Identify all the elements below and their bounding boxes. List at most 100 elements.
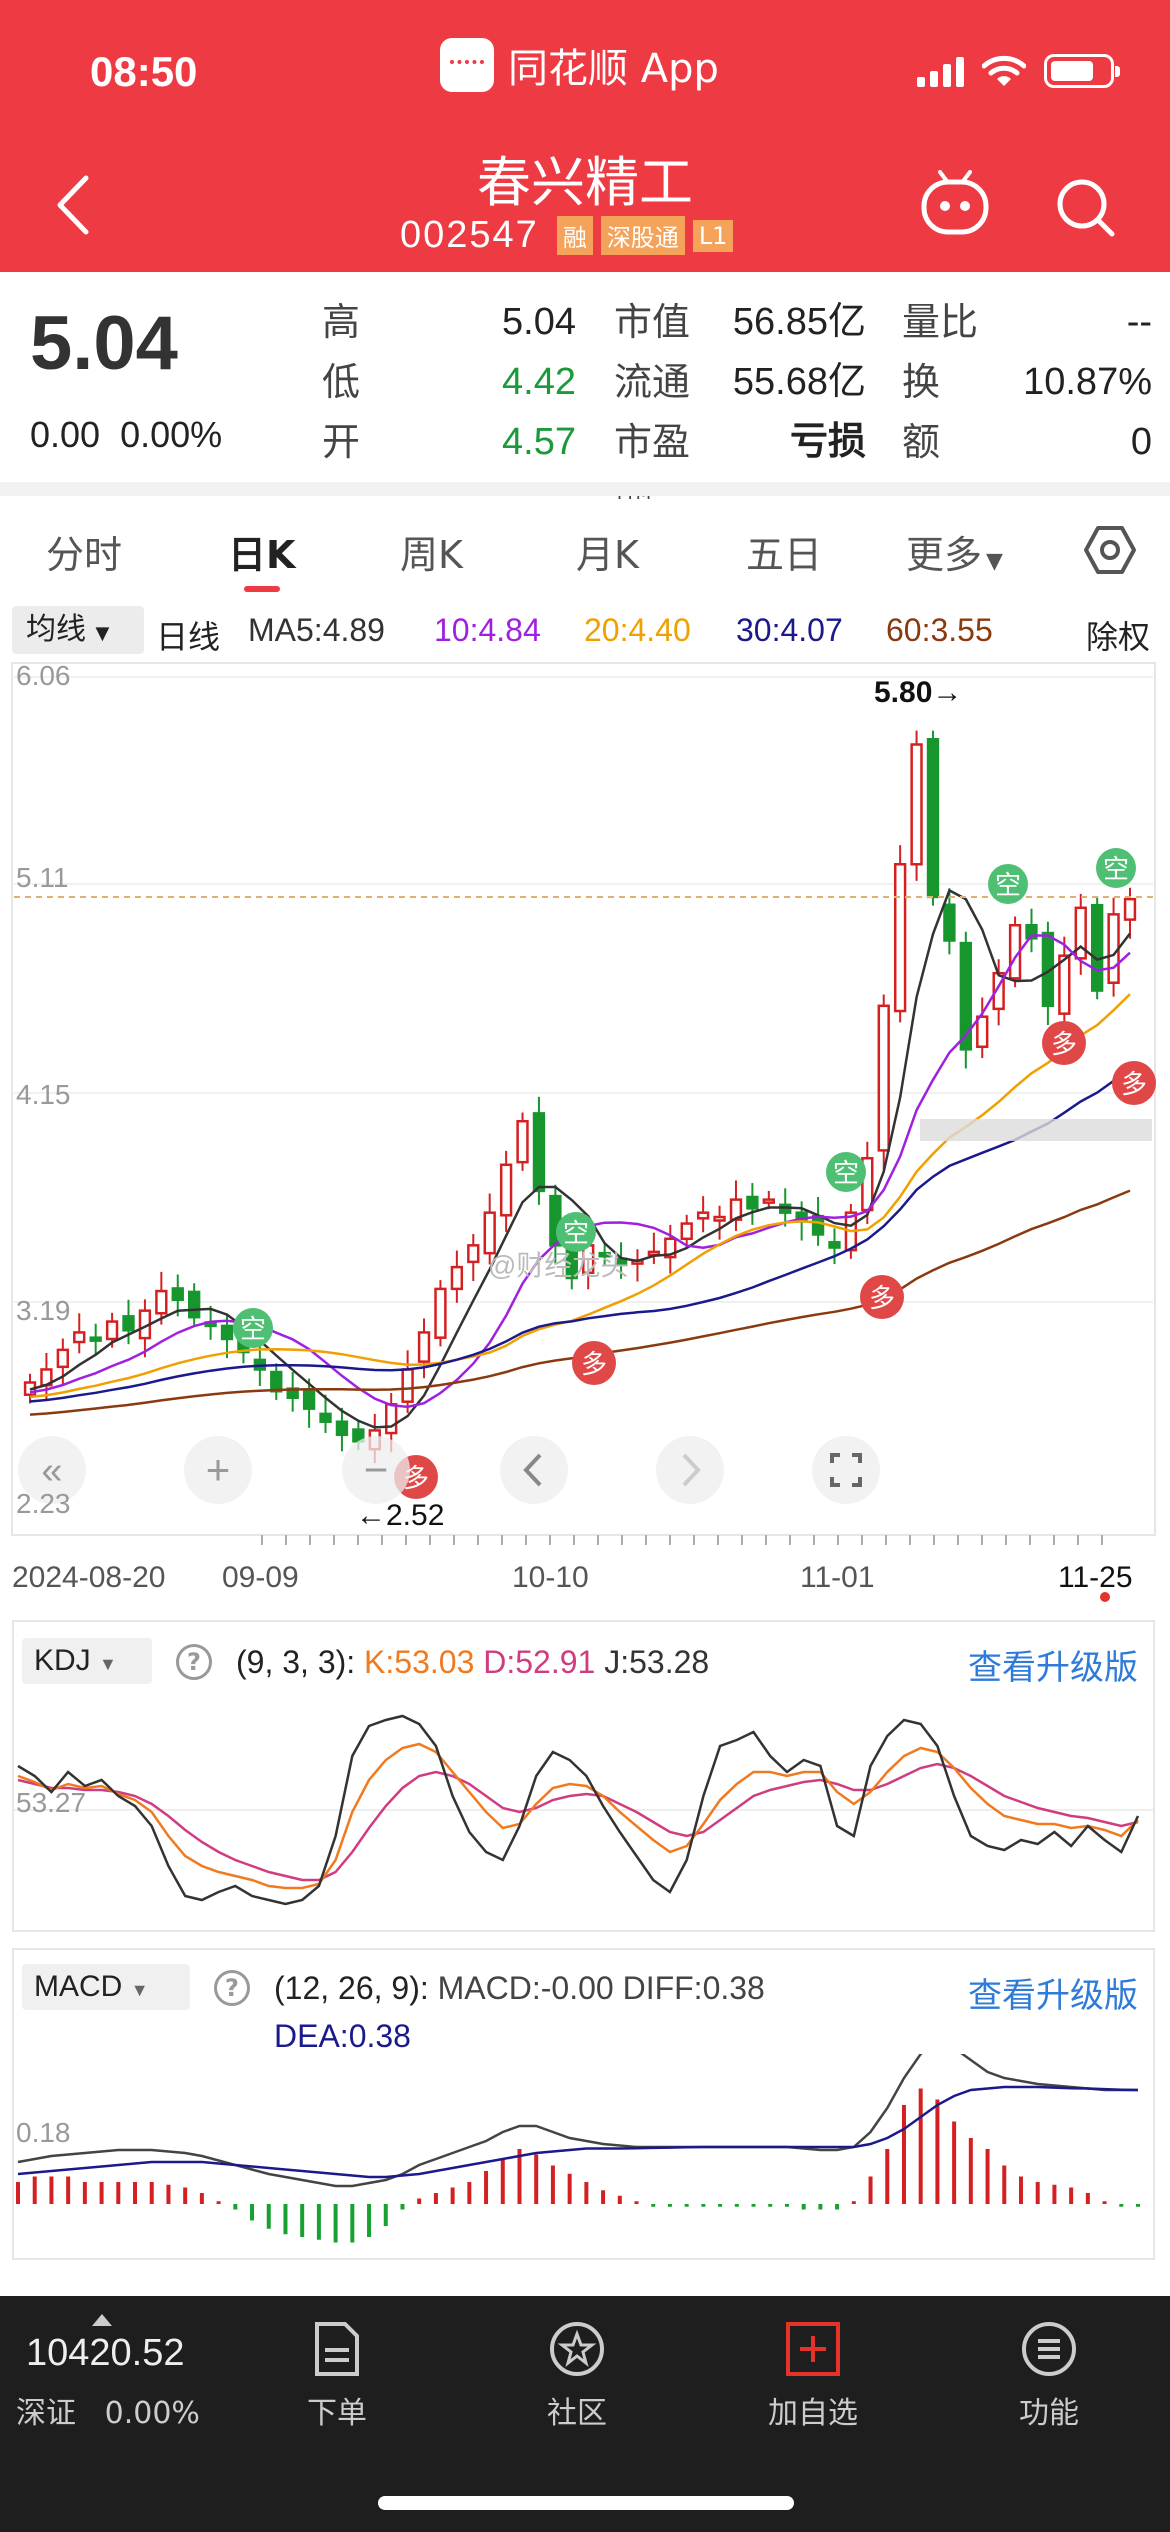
kdj-k: K:53.03 [364,1644,475,1680]
macd-selector[interactable]: MACD ▼ [22,1964,190,2010]
back-arrow-icon[interactable] [48,170,98,240]
signal-short-badge: 空 [556,1212,596,1252]
nav-community[interactable]: 社区 [502,2320,652,2432]
candlestick [122,1299,135,1345]
kdj-selector[interactable]: KDJ ▼ [22,1638,152,1684]
signal-icon [917,55,964,87]
candlestick [1090,896,1104,1000]
amount-label: 额 [902,420,941,464]
help-icon[interactable]: ? [176,1644,212,1680]
status-time: 08:50 [90,48,198,95]
macd-params: (12, 26, 9): [274,1970,429,2006]
caret-down-icon: ▼ [95,623,110,644]
nav-add-watchlist[interactable]: 加自选 [738,2320,888,2432]
pan-left-button[interactable] [500,1436,568,1504]
help-icon[interactable]: ? [214,1970,250,2006]
index-value[interactable]: 10420.52 [26,2332,185,2374]
nav-functions[interactable]: 功能 [974,2320,1124,2432]
caret-down-icon: ▼ [99,1654,117,1674]
ma30-value: 30:4.07 [736,612,843,648]
macd-diff: DIFF:0.38 [622,1970,765,2006]
y-axis-label: 3.19 [16,1295,71,1326]
svg-text:多: 多 [1121,1069,1147,1099]
kdj-d-line [17,1762,1139,1882]
zoom-in-button[interactable]: + [184,1436,252,1504]
tab-monthly-k[interactable]: 月K [576,533,639,577]
level-tag: L1 [692,219,734,252]
candlestick [40,1352,53,1400]
candlestick [647,1232,661,1265]
ma30-line [29,1067,1131,1403]
macd-chart: 0.18 [16,2054,1140,2243]
macd-selector-label: MACD [34,1970,123,2003]
kdj-panel [12,1620,1155,1932]
high-note: 5.80→ [874,676,962,709]
signal-long-badge: 多 [572,1341,616,1385]
kdj-j: J:53.28 [604,1644,710,1680]
kdj-upgrade-link[interactable]: 查看升级版 [968,1648,1138,1688]
nav-functions-label: 功能 [1019,2396,1079,2431]
indicator-selector[interactable]: 均线 ▼ [12,606,144,654]
fullscreen-button[interactable] [812,1436,880,1504]
tab-more[interactable]: 更多 ▼ [906,524,1003,579]
y-axis-label: 4.15 [16,1079,71,1110]
signal-long-badge: 多 [1042,1021,1086,1065]
candlestick [729,1180,743,1231]
ma10-value: 10:4.84 [434,612,541,648]
open-value: 4.57 [502,421,576,463]
kdj-values: (9, 3, 3): K:53.03 D:52.91 J:53.28 [236,1644,709,1681]
candlestick [73,1313,86,1354]
vol-ratio-value: -- [1126,301,1152,343]
index-info[interactable]: 深证 0.00% [16,2388,200,2432]
section-divider [0,482,1170,496]
tab-weekly-k[interactable]: 周K [400,533,463,577]
pe-label: 市盈 [614,420,691,464]
ma60-value: 60:3.55 [886,612,993,648]
index-name: 深证 [16,2396,76,2431]
float-label: 流通 [614,360,691,404]
bottom-nav: 10420.52 深证 0.00% 下单 社区 加自选 功能 [0,2296,1170,2532]
kdj-k-line [17,1742,1139,1890]
tab-daily-k[interactable]: 日K [228,533,296,577]
nav-order[interactable]: 下单 [262,2320,412,2432]
ma20-value: 20:4.40 [584,612,691,648]
search-icon[interactable] [1054,176,1118,240]
stock-name: 春兴精工 [477,151,693,214]
document-icon [315,2322,359,2376]
low-note: ←2.52 [356,1499,444,1532]
status-icons [917,54,1120,88]
tab-five-day[interactable]: 五日 [746,533,823,577]
kdj-chart: 53.27 [14,1714,1153,1906]
candlestick [155,1271,168,1325]
candlestick [516,1112,529,1171]
ma5-value: MA5:4.89 [248,612,385,648]
candlestick [1123,887,1137,939]
candlestick [1058,936,1071,1025]
wifi-icon [982,55,1026,86]
pan-right-button[interactable] [656,1436,724,1504]
candlestick [696,1196,710,1233]
candlestick [335,1407,349,1452]
zoom-out-button[interactable]: − [342,1436,410,1504]
tab-intraday[interactable]: 分时 [46,533,123,577]
index-up-icon [92,2314,112,2326]
candlestick [1107,897,1120,997]
indicator-selector-label: 均线 [26,612,86,647]
nav-community-label: 社区 [547,2396,607,2431]
candlestick [1025,908,1038,953]
caret-down-icon: ▼ [986,549,1003,574]
svg-text:+: + [206,1446,231,1493]
adjust-toggle[interactable]: 除权 [1086,618,1151,656]
macd-upgrade-link[interactable]: 查看升级版 [968,1976,1138,2016]
signal-short-badge: 空 [233,1308,273,1348]
robot-icon[interactable] [920,170,990,240]
signal-long-badge: 多 [860,1275,904,1319]
zoom-out-fast-button[interactable]: « [18,1436,86,1504]
hexagon-settings-icon[interactable] [1082,522,1138,578]
kline-chart[interactable]: 5.80→ ←2.52 @财经龙头 空 空 空 空 空 多 多 多 多 多 « … [0,655,1170,1605]
kdj-d: D:52.91 [483,1644,596,1680]
x-axis-label: 2024-08-20 [12,1561,165,1594]
candlestick [270,1363,283,1400]
candlestick [499,1150,513,1232]
svg-text:−: − [364,1446,389,1493]
